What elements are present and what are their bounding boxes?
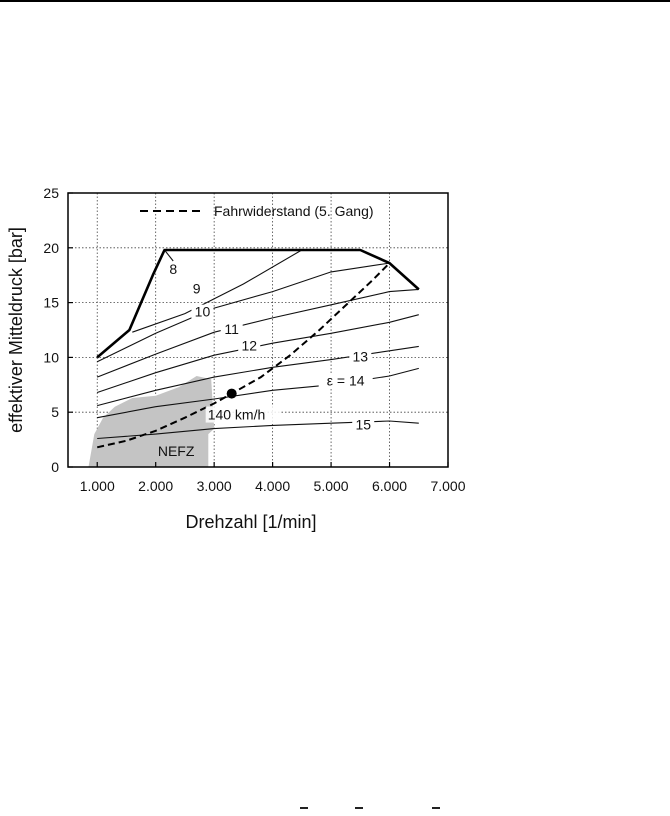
plot-frame: [67, 192, 449, 468]
overline-mark: [355, 807, 363, 809]
load-curves: [96, 248, 420, 449]
full-load-curve: [96, 248, 420, 359]
page-top-rule: [0, 0, 670, 2]
compression-ratio-lines: [96, 249, 419, 440]
epsilon-label-bg: [191, 304, 214, 320]
epsilon-line-10: [96, 262, 390, 363]
epsilon-line-15: [97, 420, 419, 440]
epsilon-label-bg: [352, 417, 375, 433]
operating-point-label: 140 km/h: [208, 407, 266, 423]
operating-point-label-bg: [205, 406, 280, 423]
epsilon-label-9: 9: [193, 281, 201, 297]
epsilon-line-12: [97, 314, 419, 394]
epsilon-label-bg: [189, 281, 204, 297]
epsilon-label-14: ε = 14: [327, 373, 365, 389]
nefz-area: [88, 376, 215, 467]
y-tick-label: 10: [43, 349, 59, 365]
y-tick-label: 0: [51, 459, 59, 475]
x-tick-label: 3.000: [197, 478, 232, 494]
y-tick-label: 25: [43, 185, 59, 201]
axis-ticks: 1.000 2.000 3.000 4.000 5.000 6.000 7.000 0 5 10 1…: [43, 185, 465, 494]
legend: Fahrwiderstand (5. Gang): [140, 203, 374, 219]
epsilon-line-8: [164, 249, 174, 262]
y-tick-label: 5: [51, 404, 59, 420]
epsilon-label-bg: [349, 349, 372, 365]
x-tick-label: 5.000: [314, 478, 349, 494]
epsilon-label-bg: [238, 338, 261, 354]
epsilon-line-13: [97, 345, 419, 407]
epsilon-label-8: 8: [169, 261, 177, 277]
overline-mark: [432, 807, 440, 809]
epsilon-label-12: 12: [241, 338, 257, 354]
y-axis-title: effektiver Mitteldruck [bar]: [6, 227, 26, 433]
epsilon-label-15: 15: [355, 417, 371, 433]
epsilon-label-bg: [166, 261, 181, 277]
x-tick-label: 7.000: [430, 478, 465, 494]
x-axis-title: Drehzahl [1/min]: [185, 512, 316, 532]
nefz-region: [88, 376, 215, 467]
y-tick-label: 20: [43, 240, 59, 256]
epsilon-label-13: 13: [353, 349, 369, 365]
epsilon-label-bg: [318, 373, 373, 389]
epsilon-label-bg: [220, 322, 243, 338]
overline-mark: [300, 807, 308, 809]
epsilon-line-11: [96, 288, 419, 378]
epsilon-label-11: 11: [224, 321, 239, 337]
operating-point-marker: [226, 388, 237, 399]
road-load-curve: [96, 262, 391, 449]
x-tick-label: 1.000: [80, 478, 115, 494]
x-tick-label: 2.000: [138, 478, 173, 494]
epsilon-line-14: [97, 367, 419, 419]
legend-label: Fahrwiderstand (5. Gang): [214, 203, 374, 219]
x-tick-label: 6.000: [372, 478, 407, 494]
x-tick-label: 4.000: [255, 478, 290, 494]
y-tick-label: 15: [43, 295, 59, 311]
epsilon-label-10: 10: [195, 304, 211, 320]
nefz-label: NEFZ: [158, 443, 195, 459]
epsilon-line-9: [132, 249, 303, 333]
